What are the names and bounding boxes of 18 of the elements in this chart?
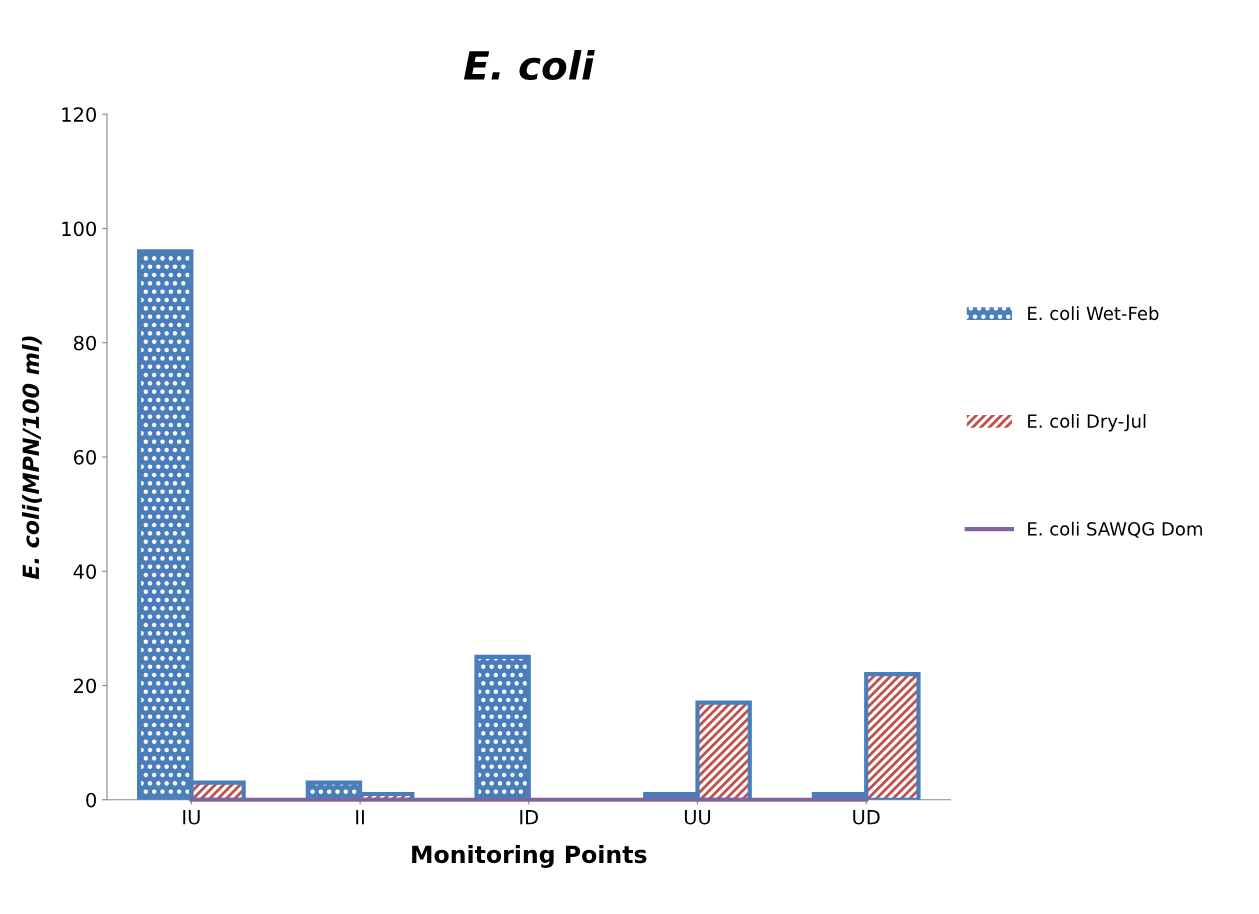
- y-tick-label: 60: [73, 449, 96, 465]
- y-tick-label: 40: [73, 564, 96, 579]
- y-tick-label: 0: [86, 792, 96, 808]
- y-tick-label: 20: [73, 678, 96, 694]
- y-tick-label: 120: [62, 107, 96, 122]
- legend-label: E. coli Wet-Feb: [1028, 306, 1159, 321]
- chart-title: E. coli: [463, 49, 595, 81]
- x-tick-label: IU: [183, 810, 200, 825]
- legend-label: E. coli SAWQG Dom: [1028, 521, 1202, 538]
- y-axis-title: E. coli(MPN/100 ml): [22, 336, 42, 580]
- x-tick-label: II: [356, 810, 364, 825]
- legend-label: E. coli Dry-Jul: [1028, 413, 1146, 432]
- x-axis-title: Monitoring Points: [412, 844, 647, 868]
- x-tick-label: UU: [684, 810, 711, 825]
- x-tick-label: ID: [520, 810, 538, 825]
- x-tick-label: UD: [853, 810, 880, 825]
- y-tick-label: 80: [73, 335, 96, 351]
- y-tick-label: 100: [62, 221, 96, 237]
